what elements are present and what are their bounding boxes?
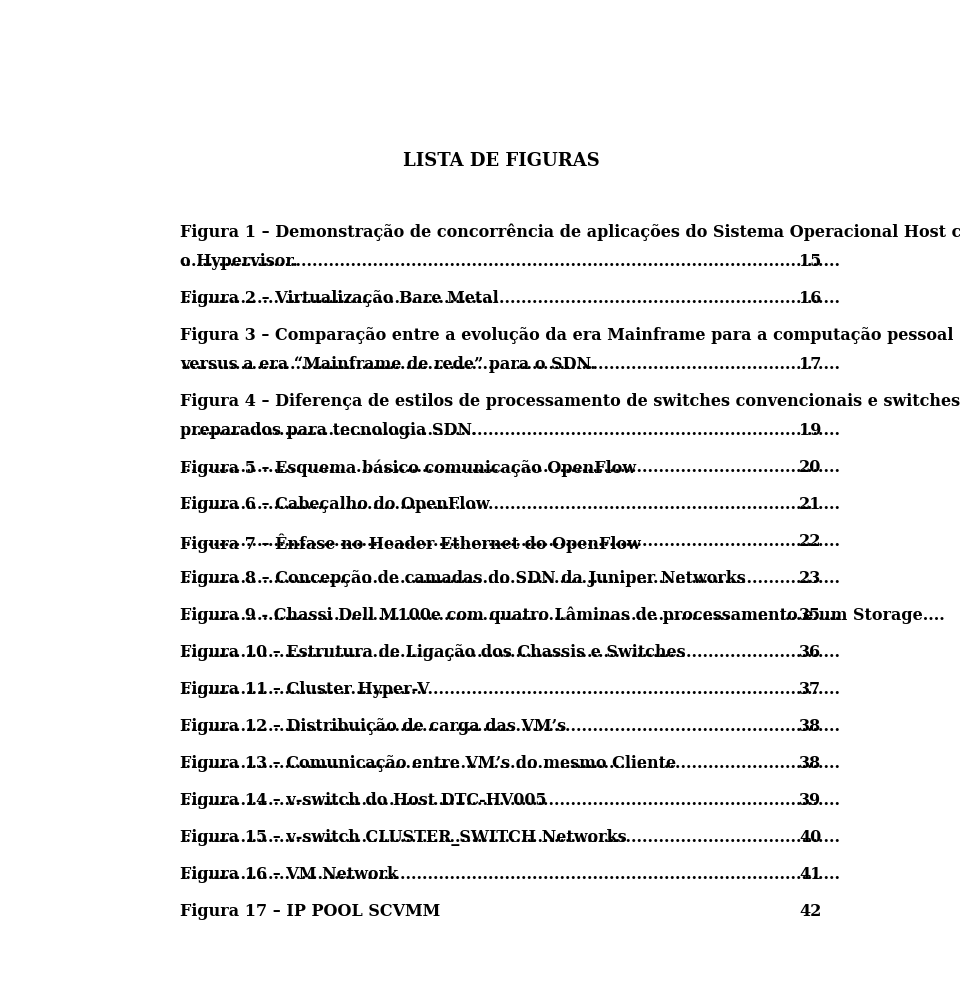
Text: 37: 37 bbox=[800, 681, 822, 698]
Text: ................................................................................: ........................................… bbox=[180, 496, 840, 513]
Text: ................................................................................: ........................................… bbox=[180, 533, 840, 550]
Text: 17: 17 bbox=[799, 356, 822, 373]
Text: ................................................................................: ........................................… bbox=[180, 643, 840, 661]
Text: 35: 35 bbox=[800, 607, 822, 623]
Text: 36: 36 bbox=[800, 643, 822, 661]
Text: 40: 40 bbox=[799, 829, 822, 846]
Text: Figura 10 – Estrutura de Ligação dos Chassis e Switches: Figura 10 – Estrutura de Ligação dos Cha… bbox=[180, 643, 686, 661]
Text: ................................................................................: ........................................… bbox=[180, 829, 840, 846]
Text: Figura 6 – Cabeçalho do OpenFlow: Figura 6 – Cabeçalho do OpenFlow bbox=[180, 496, 490, 513]
Text: 22: 22 bbox=[799, 533, 822, 550]
Text: Figura 2 – Virtualização Bare Metal: Figura 2 – Virtualização Bare Metal bbox=[180, 290, 499, 307]
Text: 38: 38 bbox=[799, 755, 822, 772]
Text: 19: 19 bbox=[799, 422, 822, 439]
Text: Figura 4 – Diferença de estilos de processamento de switches convencionais e swi: Figura 4 – Diferença de estilos de proce… bbox=[180, 392, 960, 410]
Text: Figura 15 – v-switch CLUSTER_SWITCH Networks: Figura 15 – v-switch CLUSTER_SWITCH Netw… bbox=[180, 829, 627, 846]
Text: ................................................................................: ........................................… bbox=[180, 755, 840, 772]
Text: ................................................................................: ........................................… bbox=[180, 866, 840, 882]
Text: 38: 38 bbox=[799, 718, 822, 735]
Text: Figura 8 – Concepção de camadas do SDN da Juniper Networks: Figura 8 – Concepção de camadas do SDN d… bbox=[180, 570, 746, 587]
Text: Figura 13 – Comunicação entre VM’s do mesmo Cliente: Figura 13 – Comunicação entre VM’s do me… bbox=[180, 755, 677, 772]
Text: ................................................................................: ........................................… bbox=[180, 570, 840, 587]
Text: ................................................................................: ........................................… bbox=[180, 356, 840, 373]
Text: ................................................................................: ........................................… bbox=[180, 253, 840, 270]
Text: preparados para tecnologia SDN.: preparados para tecnologia SDN. bbox=[180, 422, 477, 439]
Text: Figura 16 – VM Network: Figura 16 – VM Network bbox=[180, 866, 398, 882]
Text: Figura 3 – Comparação entre a evolução da era Mainframe para a computação pessoa: Figura 3 – Comparação entre a evolução d… bbox=[180, 327, 954, 344]
Text: ................................................................................: ........................................… bbox=[180, 290, 840, 307]
Text: o Hypervisor.: o Hypervisor. bbox=[180, 253, 299, 270]
Text: 42: 42 bbox=[799, 902, 822, 919]
Text: ................................................................................: ........................................… bbox=[180, 718, 840, 735]
Text: 16: 16 bbox=[799, 290, 822, 307]
Text: Figura 17 – IP POOL SCVMM: Figura 17 – IP POOL SCVMM bbox=[180, 902, 441, 919]
Text: 20: 20 bbox=[799, 459, 822, 476]
Text: ................................................................................: ........................................… bbox=[180, 681, 840, 698]
Text: Figura 14 – v-switch do Host DTC-HV005: Figura 14 – v-switch do Host DTC-HV005 bbox=[180, 792, 547, 809]
Text: Figura 5 – Esquema básico comunicação OpenFlow: Figura 5 – Esquema básico comunicação Op… bbox=[180, 459, 636, 477]
Text: Figura 12 – Distribuição de carga das VM’s: Figura 12 – Distribuição de carga das VM… bbox=[180, 718, 566, 735]
Text: 23: 23 bbox=[799, 570, 822, 587]
Text: versus a era “Mainframe de rede” para o SDN.: versus a era “Mainframe de rede” para o … bbox=[180, 356, 596, 373]
Text: ................................................................................: ........................................… bbox=[180, 902, 840, 919]
Text: 39: 39 bbox=[800, 792, 822, 809]
Text: ................................................................................: ........................................… bbox=[180, 459, 840, 476]
Text: ................................................................................: ........................................… bbox=[180, 422, 840, 439]
Text: Figura 7 – Ênfase no Header Ethernet do OpenFlow: Figura 7 – Ênfase no Header Ethernet do … bbox=[180, 533, 641, 553]
Text: Figura 1 – Demonstração de concorrência de aplicações do Sistema Operacional Hos: Figura 1 – Demonstração de concorrência … bbox=[180, 223, 960, 241]
Text: 21: 21 bbox=[799, 496, 822, 513]
Text: ................................................................................: ........................................… bbox=[180, 792, 840, 809]
Text: 15: 15 bbox=[799, 253, 822, 270]
Text: 41: 41 bbox=[799, 866, 822, 882]
Text: ................................................................................: ........................................… bbox=[180, 607, 840, 623]
Text: LISTA DE FIGURAS: LISTA DE FIGURAS bbox=[402, 151, 599, 170]
Text: Figura 9 - Chassi Dell M100e com quatro Lâminas de processamento e um Storage...: Figura 9 - Chassi Dell M100e com quatro … bbox=[180, 607, 946, 624]
Text: Figura 11 – Cluster Hyper-V: Figura 11 – Cluster Hyper-V bbox=[180, 681, 430, 698]
